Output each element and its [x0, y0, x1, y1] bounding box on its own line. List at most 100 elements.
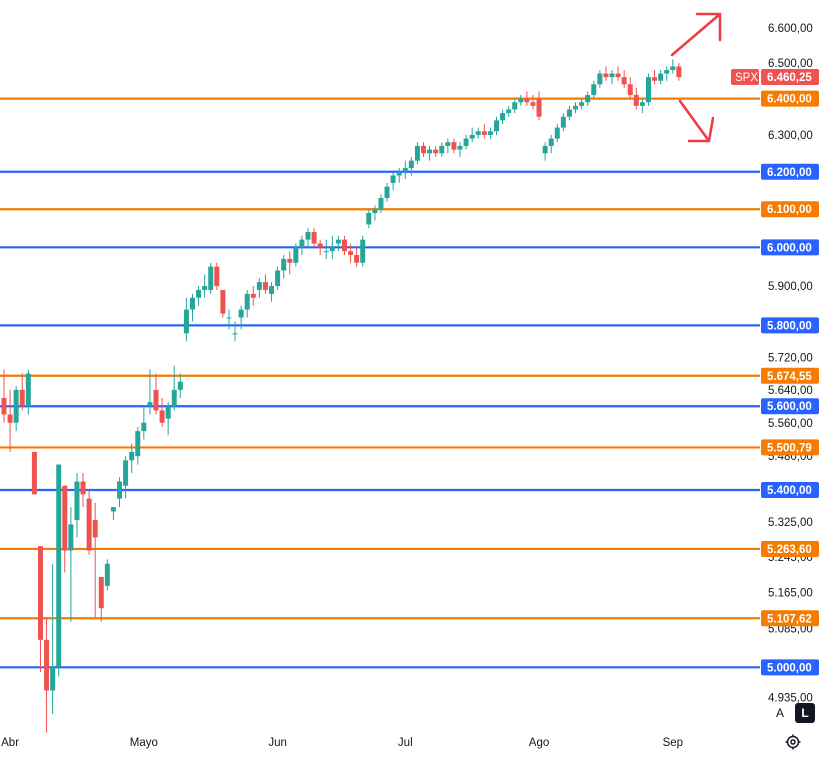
x-tick-label: Jul — [398, 737, 413, 749]
y-tick-label: 5.900,00 — [768, 281, 813, 293]
candle — [329, 235, 335, 259]
gear-icon[interactable] — [784, 733, 802, 751]
candle — [177, 373, 183, 399]
candle — [530, 95, 536, 110]
candle-body — [481, 131, 487, 135]
candle-body — [518, 98, 524, 103]
candle-body — [226, 317, 232, 319]
candle — [214, 262, 220, 290]
candle-body — [56, 464, 62, 668]
level-badge-label: 5.400,00 — [767, 485, 812, 497]
candle-body — [512, 102, 518, 110]
candle-body — [117, 481, 123, 499]
candle-body — [560, 116, 566, 128]
candle-body — [670, 66, 676, 71]
candle — [670, 59, 676, 74]
candle — [639, 98, 645, 114]
level-badge-label: 6.400,00 — [767, 94, 812, 106]
candle-body — [579, 102, 585, 106]
y-tick-label: 5.165,00 — [768, 588, 813, 600]
candle — [664, 66, 670, 81]
log-scale-button[interactable]: L — [795, 703, 815, 723]
level-badge-label: 5.500,79 — [767, 442, 812, 454]
candle — [487, 127, 493, 139]
candle — [37, 546, 43, 672]
candle-body — [196, 289, 202, 298]
price-axis[interactable]: 6.600,00 6.500,00 6.300,00 5.900,00 5.720,00… — [768, 23, 813, 705]
x-tick-label: Jun — [268, 737, 287, 749]
auto-scale-button[interactable]: A — [770, 703, 790, 723]
candle-body — [44, 639, 50, 691]
candle — [317, 239, 323, 256]
candle — [457, 142, 463, 157]
candle-body — [639, 102, 645, 106]
candle-body — [135, 431, 141, 457]
candle-body — [664, 70, 670, 74]
candle-body — [396, 171, 402, 176]
candle — [408, 156, 414, 176]
candle — [44, 617, 50, 733]
candle — [183, 297, 189, 342]
y-tick-label: 6.600,00 — [768, 23, 813, 35]
level-badge — [761, 482, 819, 499]
candle — [50, 563, 56, 714]
candle — [469, 127, 475, 143]
candle — [13, 385, 19, 432]
candle-body — [427, 149, 433, 154]
candle-body — [123, 460, 129, 486]
candle — [275, 266, 281, 290]
y-tick-label: 6.300,00 — [768, 130, 813, 142]
candle-body — [591, 84, 597, 96]
level-lines — [0, 97, 760, 669]
candle — [500, 109, 506, 124]
drawn-arrows — [670, 12, 722, 143]
level-badge — [761, 540, 819, 557]
candle-body — [348, 251, 354, 256]
level-badge — [761, 439, 819, 456]
candle — [232, 321, 238, 342]
level-badge-label: 5.107,62 — [767, 613, 812, 625]
candle — [542, 142, 548, 161]
candle-body — [80, 481, 86, 495]
candle-body — [244, 293, 250, 310]
time-axis[interactable]: Abr Mayo Jun Jul Ago Sep — [1, 737, 683, 749]
candle — [554, 123, 560, 143]
candle — [98, 576, 104, 622]
candle-body — [414, 145, 420, 161]
candle — [104, 559, 110, 591]
arrow-down-icon[interactable] — [678, 99, 715, 143]
candle — [439, 142, 445, 157]
candle-body — [129, 451, 135, 461]
candle-body — [487, 131, 493, 135]
candle-body — [171, 389, 177, 407]
candle-body — [7, 414, 13, 423]
candle — [250, 286, 256, 306]
level-badge-label: 5.263,60 — [767, 544, 812, 556]
candle — [92, 502, 98, 618]
y-tick-label: 6.500,00 — [768, 58, 813, 70]
candle-body — [147, 402, 153, 407]
symbol-badge — [731, 69, 759, 86]
candle-body — [62, 485, 68, 551]
x-tick-label: Abr — [1, 737, 19, 749]
candle — [293, 243, 299, 267]
candle — [512, 98, 518, 114]
candle — [281, 255, 287, 279]
candle — [299, 235, 305, 256]
candle — [196, 286, 202, 306]
level-badge-label: 5.000,00 — [767, 662, 812, 674]
candle — [86, 490, 92, 555]
candle-body — [50, 667, 56, 691]
candle — [244, 289, 250, 318]
candle — [573, 102, 579, 114]
level-badge-label: 5.674,55 — [767, 371, 812, 383]
candle — [135, 426, 141, 465]
candle-body — [214, 266, 220, 287]
arrow-up-icon[interactable] — [670, 12, 722, 57]
candle — [348, 243, 354, 263]
candle-body — [372, 209, 378, 214]
candle-body — [269, 286, 275, 294]
candle — [414, 142, 420, 165]
candle-body — [493, 120, 499, 132]
